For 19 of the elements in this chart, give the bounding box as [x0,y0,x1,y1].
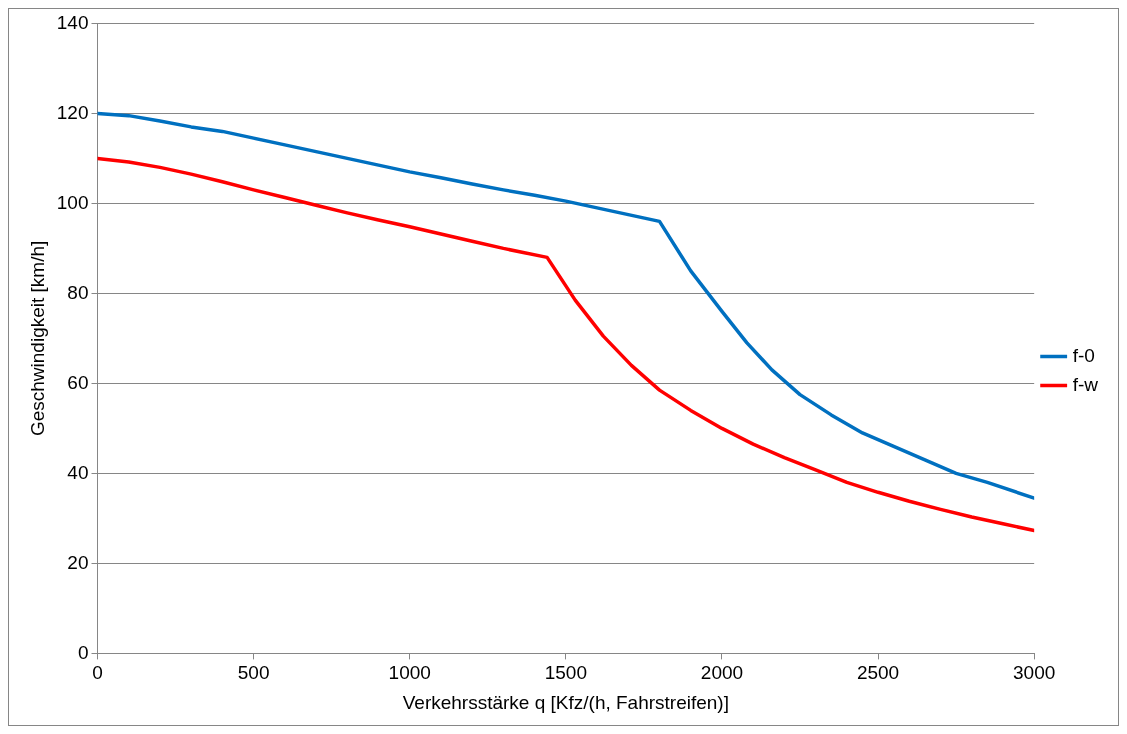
x-tick-label: 2000 [700,662,744,684]
y-axis-title: Geschwindigkeit [km/h] [26,240,48,437]
y-tick-label: 100 [56,191,89,213]
x-tick-label: 2500 [856,662,900,684]
x-tick-label: 3000 [1013,662,1056,684]
x-tick-label: 0 [92,662,103,684]
x-tick-label: 1500 [544,662,587,684]
x-tick-label: 1000 [388,662,431,684]
y-tick-label: 0 [77,641,89,663]
y-tick-label: 120 [56,101,89,123]
y-tick-label: 140 [56,11,89,33]
y-tick-label: 80 [67,281,89,303]
y-tick-label: 40 [67,461,89,483]
legend-label: f-w [1072,373,1099,395]
legend-label: f-0 [1072,344,1095,366]
y-tick-label: 60 [67,371,89,393]
x-axis-title: Verkehrsstärke q [Kfz/(h, Fahrstreifen)] [402,691,729,713]
x-tick-label: 500 [237,662,270,684]
y-tick-label: 20 [67,551,89,573]
